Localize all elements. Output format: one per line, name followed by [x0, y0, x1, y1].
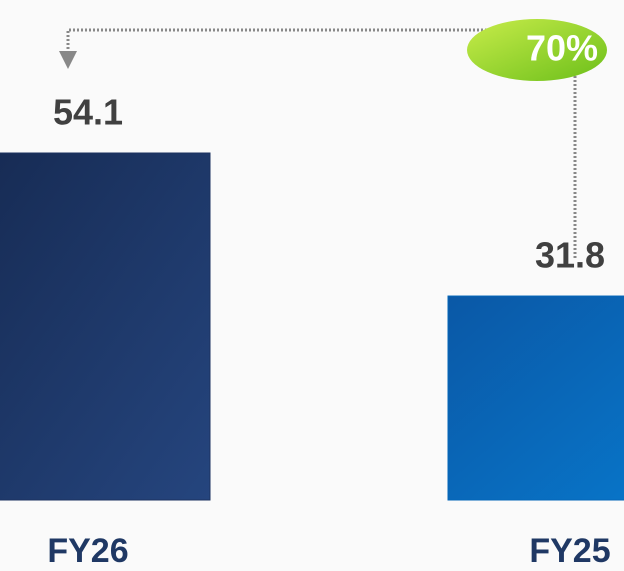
x-tick-label: FY26 [47, 532, 128, 570]
bar [0, 152, 211, 501]
connector-arrow [59, 28, 577, 258]
bar [447, 295, 624, 501]
value-label: 54.1 [53, 92, 123, 133]
value-label: 31.8 [535, 235, 605, 276]
x-tick-label: FY25 [529, 532, 610, 570]
annotation: 70% [526, 28, 598, 69]
annotation-badge [467, 19, 607, 81]
